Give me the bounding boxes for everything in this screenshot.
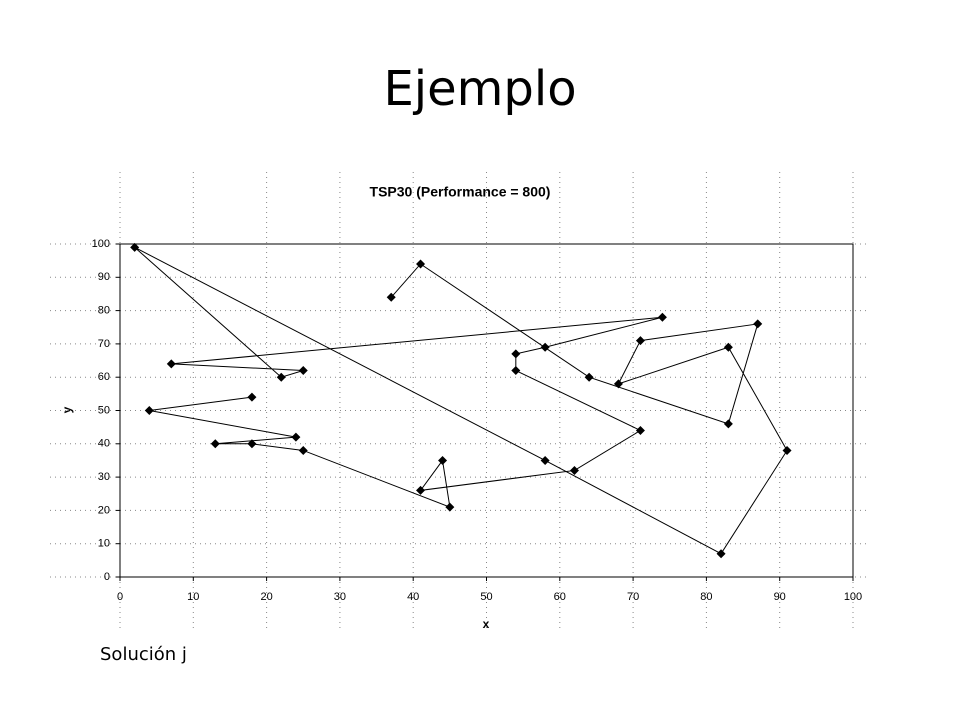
caption: Solución j — [100, 644, 187, 665]
city-marker — [657, 312, 667, 322]
city-marker — [569, 465, 579, 475]
x-tick-label: 80 — [700, 591, 712, 603]
y-tick-label: 90 — [98, 271, 110, 283]
city-marker — [247, 392, 257, 402]
city-marker — [298, 366, 308, 376]
x-tick-label: 10 — [187, 591, 199, 603]
city-marker — [210, 439, 220, 449]
city-marker — [753, 319, 763, 329]
x-tick-label: 0 — [117, 591, 123, 603]
city-marker — [511, 349, 521, 359]
tour-line — [134, 246, 788, 555]
city-marker — [723, 342, 733, 352]
x-tick-label: 40 — [407, 591, 419, 603]
x-tick-label: 90 — [774, 591, 786, 603]
city-marker — [511, 366, 521, 376]
chart-title: TSP30 (Performance = 800) — [370, 184, 551, 200]
city-marker — [416, 485, 426, 495]
city-marker — [386, 292, 396, 302]
y-tick-label: 70 — [98, 338, 110, 350]
chart: TSP30 (Performance = 800) x y 0 10 20 30 40 5… — [50, 172, 870, 631]
city-marker — [540, 342, 550, 352]
y-tick-label: 10 — [98, 538, 110, 550]
y-tick-label: 50 — [98, 404, 110, 416]
y-tick-label: 30 — [98, 471, 110, 483]
plot-frame — [119, 243, 854, 578]
y-tick-label: 80 — [98, 305, 110, 317]
city-marker — [635, 336, 645, 346]
x-tick-label: 60 — [554, 591, 566, 603]
city-marker — [445, 502, 455, 512]
city-marker — [613, 379, 623, 389]
city-marker — [635, 425, 645, 435]
y-tick-label: 40 — [98, 438, 110, 450]
x-tick-label: 20 — [260, 591, 272, 603]
x-tick-label: 50 — [480, 591, 492, 603]
x-tick-label: 30 — [334, 591, 346, 603]
city-marker — [584, 372, 594, 382]
y-tick-label: 0 — [104, 571, 110, 583]
city-marker — [144, 406, 154, 415]
city-marker — [130, 242, 140, 252]
city-marker — [291, 432, 301, 442]
y-tick-label: 60 — [98, 371, 110, 383]
city-marker — [166, 359, 176, 369]
city-marker — [298, 445, 308, 455]
city-marker — [782, 445, 792, 455]
x-tick-label: 100 — [844, 591, 862, 603]
y-tick-label: 20 — [98, 504, 110, 516]
slide-title: Ejemplo — [383, 61, 576, 117]
city-marker — [716, 549, 726, 559]
city-marker — [438, 455, 448, 465]
city-marker — [723, 419, 733, 429]
city-marker — [416, 259, 426, 269]
city-marker — [276, 372, 286, 382]
x-tick-label: 70 — [627, 591, 639, 603]
y-tick-label: 100 — [92, 238, 110, 250]
y-axis-label: y — [60, 406, 74, 413]
city-marker — [540, 455, 550, 465]
city-marker — [247, 439, 257, 449]
x-axis-label: x — [483, 617, 490, 631]
